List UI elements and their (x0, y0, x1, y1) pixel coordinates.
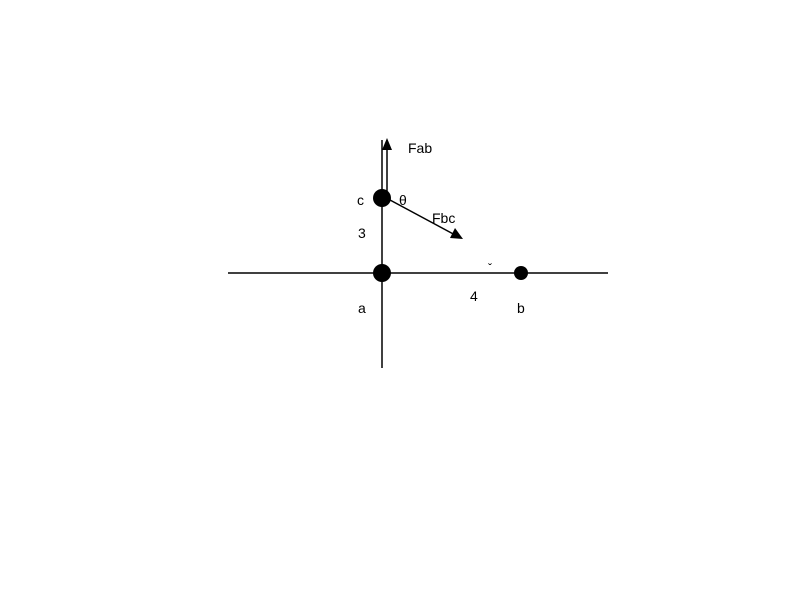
arrow-fab-head (382, 138, 392, 150)
label-fbc: Fbc (432, 210, 455, 226)
label-b: b (517, 300, 525, 316)
point-b (514, 266, 528, 280)
physics-force-diagram (0, 0, 800, 600)
point-c (373, 189, 391, 207)
label-3: 3 (358, 225, 366, 241)
label-a: a (358, 300, 366, 316)
label-c: c (357, 192, 364, 208)
point-a (373, 264, 391, 282)
label-fab: Fab (408, 140, 432, 156)
label-theta: θ (399, 192, 407, 208)
label-4: 4 (470, 288, 478, 304)
label-caret: ˇ (488, 261, 492, 275)
